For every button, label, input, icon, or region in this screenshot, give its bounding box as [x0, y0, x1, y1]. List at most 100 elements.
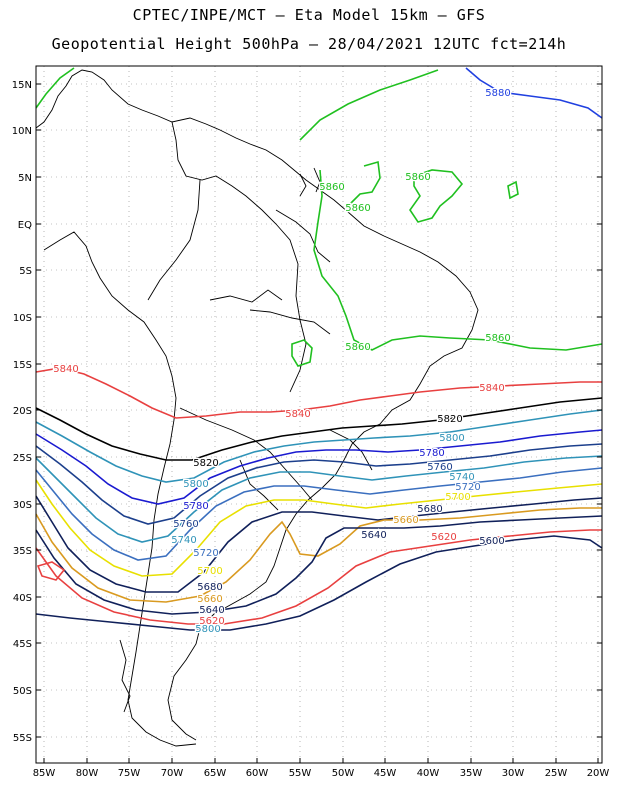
contour-5800-label: 5800	[195, 624, 220, 635]
coastline-path	[147, 179, 201, 301]
title-line-2: Geopotential Height 500hPa – 28/04/2021 …	[51, 35, 567, 53]
contour-5760-label: 5760	[427, 462, 452, 473]
lon-tick-label: 35W	[460, 768, 483, 779]
contour-5680-label: 5680	[417, 504, 442, 515]
contour-5740-line	[35, 455, 603, 543]
contour-5760-line	[35, 443, 603, 525]
contour-5700-label: 5700	[445, 492, 470, 503]
lon-tick-label: 20W	[587, 768, 610, 779]
contour-5840-label: 5840	[285, 409, 310, 420]
contour-5620-line	[36, 561, 66, 581]
contour-5860-line	[299, 69, 439, 141]
lat-tick-label: 15N	[12, 80, 32, 91]
contour-5800-line	[35, 409, 603, 483]
lat-tick-label: 55S	[13, 733, 32, 744]
lon-tick-label: 60W	[246, 768, 269, 779]
contour-5820-line	[35, 397, 603, 461]
contour-5640-line	[35, 515, 603, 615]
lat-tick-label: 15S	[13, 360, 32, 371]
lon-tick-label: 75W	[118, 768, 141, 779]
lat-tick-label: 20S	[13, 406, 32, 417]
lon-tick-label: 30W	[502, 768, 525, 779]
contour-5620-label: 5620	[431, 532, 456, 543]
contour-5860-line	[313, 169, 603, 351]
contour-5820-label: 5820	[437, 414, 462, 425]
lon-tick-label: 25W	[545, 768, 568, 779]
coastline-path	[43, 231, 197, 747]
contour-5860-label: 5860	[345, 203, 370, 214]
contour-5680-line	[35, 495, 603, 593]
contour-5800-label: 5800	[183, 479, 208, 490]
contour-5800-label: 5800	[439, 433, 464, 444]
contour-5840-label: 5840	[479, 383, 504, 394]
contour-5700-label: 5700	[197, 566, 222, 577]
contour-5720-label: 5720	[455, 482, 480, 493]
lon-tick-label: 70W	[161, 768, 184, 779]
lon-tick-label: 80W	[76, 768, 99, 779]
graticule	[36, 66, 602, 763]
contour-5760-label: 5760	[173, 519, 198, 530]
contour-5740-label: 5740	[449, 472, 474, 483]
contour-5860-line	[35, 67, 75, 109]
contour-5880-line	[465, 67, 603, 119]
coastline-path	[275, 209, 331, 263]
coastline-path	[313, 167, 321, 193]
lon-tick-label: 65W	[204, 768, 227, 779]
lat-tick-label: 10N	[12, 126, 32, 137]
contour-5840-line	[35, 367, 602, 419]
contour-5860-label: 5860	[319, 182, 344, 193]
contour-5720-line	[35, 467, 603, 561]
contour-5820-label: 5820	[193, 458, 218, 469]
lat-tick-label: 45S	[13, 639, 32, 650]
contour-5600-line	[35, 535, 603, 631]
contour-5640-label: 5640	[361, 530, 386, 541]
contour-5860-line	[507, 180, 519, 200]
coastline-path	[329, 429, 373, 471]
contour-5640-label: 5640	[199, 605, 224, 616]
lat-tick-label: 35S	[13, 546, 32, 557]
lat-tick-label: 50S	[13, 686, 32, 697]
lon-tick-label: 85W	[33, 768, 56, 779]
contour-5660-line	[35, 507, 602, 603]
axis-ticks: 15N 10N 5N EQ 5S 10S 15S 20S 25S 30S 35S 40S 45S 50S 5…	[12, 80, 610, 779]
lat-tick-label: EQ	[18, 220, 32, 231]
coastline-path	[249, 309, 331, 335]
lon-tick-label: 40W	[417, 768, 440, 779]
contour-5740-label: 5740	[171, 535, 196, 546]
coastline-path	[171, 121, 307, 393]
contour-5600-label: 5600	[479, 536, 504, 547]
contour-5780-label: 5780	[419, 448, 444, 459]
contour-labels: 5880586058605860586058605840584058405820…	[52, 87, 512, 637]
contour-5860-line	[409, 169, 464, 223]
contour-5620-line	[35, 529, 602, 625]
contour-5660-label: 5660	[197, 594, 222, 605]
lon-tick-label: 45W	[374, 768, 397, 779]
lat-tick-label: 25S	[13, 453, 32, 464]
contour-5860-line	[349, 160, 381, 205]
lat-tick-label: 5S	[19, 266, 32, 277]
coastline-path	[299, 173, 307, 197]
title-line-1: CPTEC/INPE/MCT – Eta Model 15km – GFS	[132, 6, 486, 24]
contour-5860-label: 5860	[405, 172, 430, 183]
coastline-boundaries	[35, 69, 479, 747]
contour-5680-label: 5680	[197, 582, 222, 593]
contour-5720-label: 5720	[193, 548, 218, 559]
lat-tick-label: 40S	[13, 593, 32, 604]
coastline-path	[179, 407, 313, 501]
lat-tick-label: 30S	[13, 500, 32, 511]
map-frame	[35, 65, 603, 764]
coastline-path	[35, 69, 479, 741]
contour-5880-label: 5880	[485, 88, 510, 99]
contour-5860-label: 5860	[345, 342, 370, 353]
coastline-path	[209, 289, 283, 303]
lat-tick-label: 10S	[13, 313, 32, 324]
contour-5780-label: 5780	[183, 501, 208, 512]
contour-5860-line	[291, 339, 313, 367]
lat-tick-label: 5N	[18, 173, 32, 184]
contour-5620-label: 5620	[199, 616, 224, 627]
contour-5780-line	[35, 429, 603, 505]
contour-5840-label: 5840	[53, 364, 78, 375]
contour-5860-label: 5860	[485, 333, 510, 344]
contour-lines	[35, 67, 603, 631]
lon-tick-label: 50W	[332, 768, 355, 779]
